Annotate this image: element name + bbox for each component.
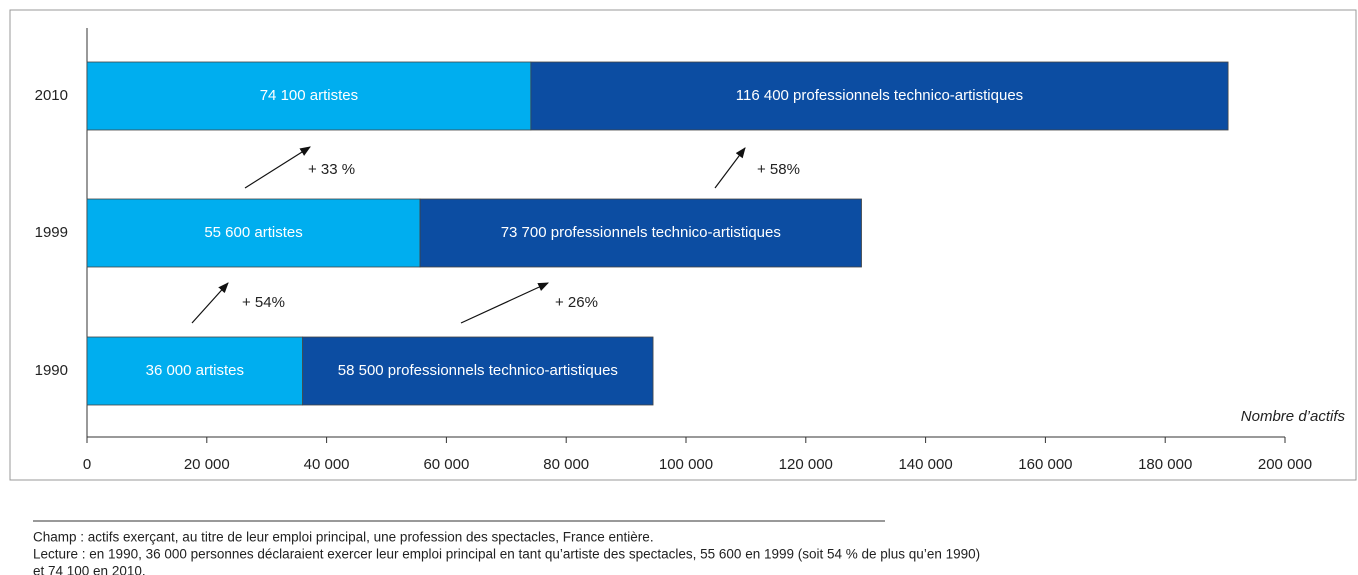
y-tick-label: 2010	[35, 87, 68, 104]
x-tick-label: 200 000	[1258, 456, 1312, 473]
x-axis-label: Nombre d’actifs	[1241, 408, 1346, 425]
arrow	[460, 282, 549, 324]
x-tick-label: 120 000	[779, 456, 833, 473]
note: Lecture : en 1990, 36 000 personnes décl…	[33, 547, 980, 562]
x-tick-label: 180 000	[1138, 456, 1192, 473]
arrow	[191, 282, 229, 324]
x-tick-label: 20 000	[184, 456, 230, 473]
value-label: 74 100 artistes	[260, 87, 358, 104]
arrow	[244, 146, 311, 189]
arrow	[714, 147, 746, 189]
bar-segment	[530, 61, 1229, 131]
x-tick-label: 160 000	[1018, 456, 1072, 473]
x-tick-label: 0	[83, 456, 91, 473]
x-tick-label: 40 000	[304, 456, 350, 473]
x-tick-label: 80 000	[543, 456, 589, 473]
value-label: 73 700 professionnels technico-artistiqu…	[501, 224, 781, 241]
frame	[9, 9, 1357, 481]
value-label: 55 600 artistes	[204, 224, 302, 241]
annotation: + 26%	[555, 294, 598, 311]
y-tick-label: 1999	[35, 224, 68, 241]
y-tick-label: 1990	[35, 362, 68, 379]
value-label: 58 500 professionnels technico-artistiqu…	[338, 362, 618, 379]
x-tick-label: 100 000	[659, 456, 713, 473]
x-tick-label: 140 000	[898, 456, 952, 473]
bar-segment	[419, 198, 862, 268]
annotation: + 58%	[757, 161, 800, 178]
note: Champ : actifs exerçant, au titre de leu…	[33, 530, 654, 545]
bar-segment	[86, 336, 304, 406]
note: et 74 100 en 2010.	[33, 564, 146, 575]
bar-segment	[302, 336, 654, 406]
value-label: 36 000 artistes	[146, 362, 244, 379]
value-label: 116 400 professionnels technico-artistiq…	[736, 87, 1023, 104]
annotation: + 33 %	[308, 161, 355, 178]
x-tick-label: 60 000	[423, 456, 469, 473]
bar-segment	[86, 61, 532, 131]
bar-segment	[86, 198, 421, 268]
annotation: + 54%	[242, 294, 285, 311]
